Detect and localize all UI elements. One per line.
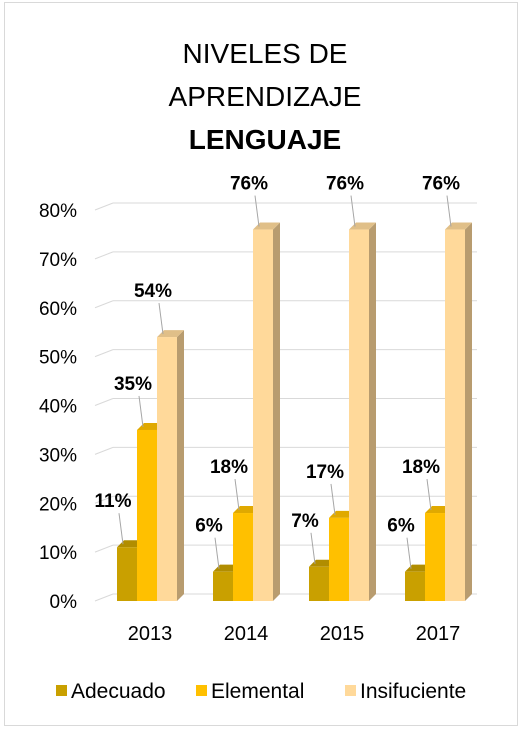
label-leader [426, 478, 432, 511]
legend-label: Elemental [211, 680, 304, 703]
gridline-depth [94, 398, 114, 406]
y-tick-label: 0% [50, 592, 78, 613]
bar [253, 229, 273, 602]
data-label: 18% [402, 457, 440, 478]
x-axis: 2013 2014 2015 2017 [128, 623, 461, 645]
data-label: 11% [95, 491, 132, 512]
data-label: 76% [230, 174, 268, 195]
category-label: 2014 [224, 623, 269, 645]
label-leader [118, 513, 124, 545]
gridline-depth [94, 202, 114, 211]
y-tick-label: 10% [39, 543, 77, 564]
gridline-depth [94, 593, 114, 602]
bar [405, 571, 425, 601]
bar [117, 547, 137, 601]
category-label: 2013 [128, 623, 173, 645]
y-tick-label: 40% [39, 397, 77, 418]
y-tick-label: 70% [39, 250, 77, 271]
chart-title-line-2: APRENDIZAJE [169, 81, 362, 112]
gridline-depth [94, 544, 114, 553]
data-label: 76% [422, 174, 460, 195]
legend-swatch [56, 685, 67, 696]
data-label: 76% [326, 174, 364, 195]
bar [349, 229, 369, 602]
legend-swatch [196, 685, 207, 696]
bar-top [157, 330, 184, 338]
bar-top [253, 222, 280, 230]
data-label: 7% [291, 511, 319, 532]
bar [445, 229, 465, 602]
gridline-depth [94, 251, 114, 260]
bar-side [465, 222, 472, 602]
chart-title-line-1: NIVELES DE [183, 38, 348, 69]
data-label: 17% [306, 462, 344, 483]
label-leader [406, 537, 412, 569]
gridline-depth [94, 300, 114, 309]
label-leader [158, 303, 164, 335]
bar [309, 566, 329, 601]
y-tick-label: 60% [39, 299, 77, 320]
category-label: 2017 [416, 623, 461, 645]
label-leader [446, 195, 452, 227]
bar-side [369, 222, 376, 602]
legend-label: Insifuciente [360, 680, 466, 703]
legend-label: Adecuado [71, 680, 166, 703]
bar [213, 571, 233, 601]
category-label: 2015 [320, 623, 365, 645]
label-leader [350, 195, 356, 227]
bar-side [177, 330, 184, 601]
chart-title-bold: LENGUAJE [189, 124, 341, 155]
bar-top [349, 222, 376, 230]
legend-item: Adecuado [56, 680, 166, 703]
label-leader [254, 195, 260, 227]
data-label: 18% [210, 457, 248, 478]
bar [425, 513, 445, 601]
bar-top [445, 222, 472, 230]
label-leader [138, 395, 144, 428]
data-labels: 11% 35% 54% 6% 18% 76% 7% 17% 76% 6% 18% 76% [95, 174, 460, 569]
y-tick-label: 80% [39, 201, 77, 222]
gridline-depth [94, 495, 114, 504]
label-leader [234, 478, 240, 511]
bar [329, 517, 349, 601]
y-tick-label: 20% [39, 494, 77, 515]
data-label: 35% [114, 374, 152, 395]
bars [117, 222, 472, 602]
data-label: 6% [195, 516, 223, 537]
legend-item: Insifuciente [345, 680, 466, 703]
data-label: 54% [134, 281, 172, 302]
label-leader [214, 537, 220, 569]
bar-side [273, 222, 280, 602]
y-tick-label: 50% [39, 348, 77, 369]
bar [137, 429, 157, 601]
gridline-depth [94, 446, 114, 455]
gridline-depth [94, 349, 114, 358]
legend: Adecuado Elemental Insifuciente [56, 680, 466, 703]
y-axis: 0% 10% 20% 30% 40% 50% 60% 70% 80% [39, 201, 77, 613]
legend-swatch [345, 685, 356, 696]
legend-item: Elemental [196, 680, 304, 703]
label-leader [310, 532, 316, 564]
data-label: 6% [387, 516, 415, 537]
y-tick-label: 30% [39, 445, 77, 466]
label-leader [330, 483, 336, 515]
bar [233, 513, 253, 601]
bar [157, 337, 177, 601]
